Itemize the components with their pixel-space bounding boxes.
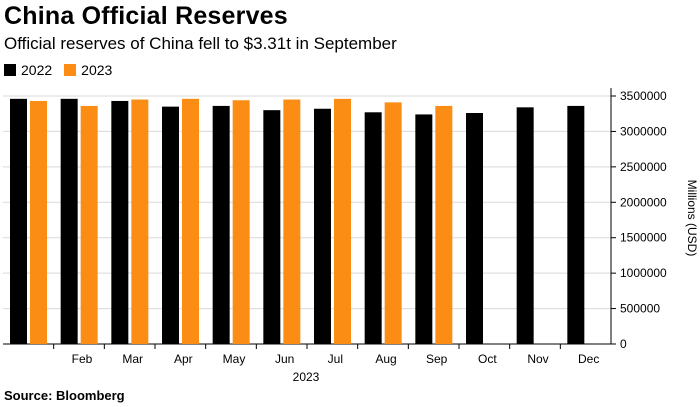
x-tick-label-aug: Aug (375, 352, 396, 366)
y-tick-label: 1500000 (620, 231, 667, 245)
bar-2022-jul (314, 108, 331, 344)
bar-2022-jun (263, 110, 281, 345)
x-tick-label-apr: Apr (174, 352, 193, 366)
bar-2023-sep (435, 105, 453, 344)
bar-2022-apr (162, 106, 179, 344)
y-tick-label: 3500000 (620, 89, 667, 103)
source-note: Source: Bloomberg (4, 388, 125, 403)
x-tick-label-sep: Sep (426, 352, 448, 366)
x-tick-label-jun: Jun (275, 352, 294, 366)
legend-swatch-2022 (4, 64, 16, 76)
legend-label-2022: 2022 (21, 62, 53, 78)
chart-title: China Official Reserves (4, 2, 288, 30)
x-axis-title: 2023 (293, 370, 320, 384)
x-tick-label-may: May (223, 352, 246, 366)
bar-2023-mar (131, 99, 149, 345)
bar-2023-jun (283, 99, 301, 345)
y-tick-label: 3000000 (620, 124, 667, 138)
bar-2023-aug (384, 102, 402, 345)
y-tick-label: 500000 (620, 302, 660, 316)
x-tick-label-dec: Dec (578, 352, 599, 366)
bar-2022-feb (60, 98, 78, 344)
y-axis-title: Millions (USD) (685, 180, 699, 257)
y-tick-label: 2000000 (620, 195, 667, 209)
bar-2022-may (212, 105, 230, 344)
x-tick-label-feb: Feb (72, 352, 93, 366)
bar-2023-may (232, 100, 250, 344)
bar-2022-dec (567, 105, 585, 344)
x-tick-label-nov: Nov (527, 352, 548, 366)
chart-subtitle: Official reserves of China fell to $3.31… (4, 34, 397, 53)
bar-2023-jan (30, 100, 47, 345)
legend-label-2023: 2023 (81, 62, 113, 78)
bar-2022-jan (10, 98, 27, 344)
x-tick-label-jul: Jul (328, 352, 343, 366)
bar-2022-sep (415, 114, 433, 345)
y-tick-label: 0 (620, 337, 627, 351)
y-tick-label: 1000000 (620, 266, 667, 280)
bar-2022-mar (111, 100, 129, 345)
bar-2023-jul (334, 98, 351, 344)
bar-2022-aug (364, 112, 382, 344)
x-tick-label-mar: Mar (122, 352, 143, 366)
bar-2022-nov (516, 107, 534, 344)
legend-swatch-2023 (64, 64, 77, 76)
y-tick-label: 2500000 (620, 160, 667, 174)
legend-item-2022: 2022 (4, 62, 52, 78)
legend: 2022 2023 (4, 62, 124, 78)
bar-2023-apr (182, 98, 199, 344)
bar-2022-oct (466, 113, 483, 345)
x-tick-label-oct: Oct (478, 352, 497, 366)
legend-item-2023: 2023 (64, 62, 112, 78)
bar-2023-feb (80, 105, 98, 344)
